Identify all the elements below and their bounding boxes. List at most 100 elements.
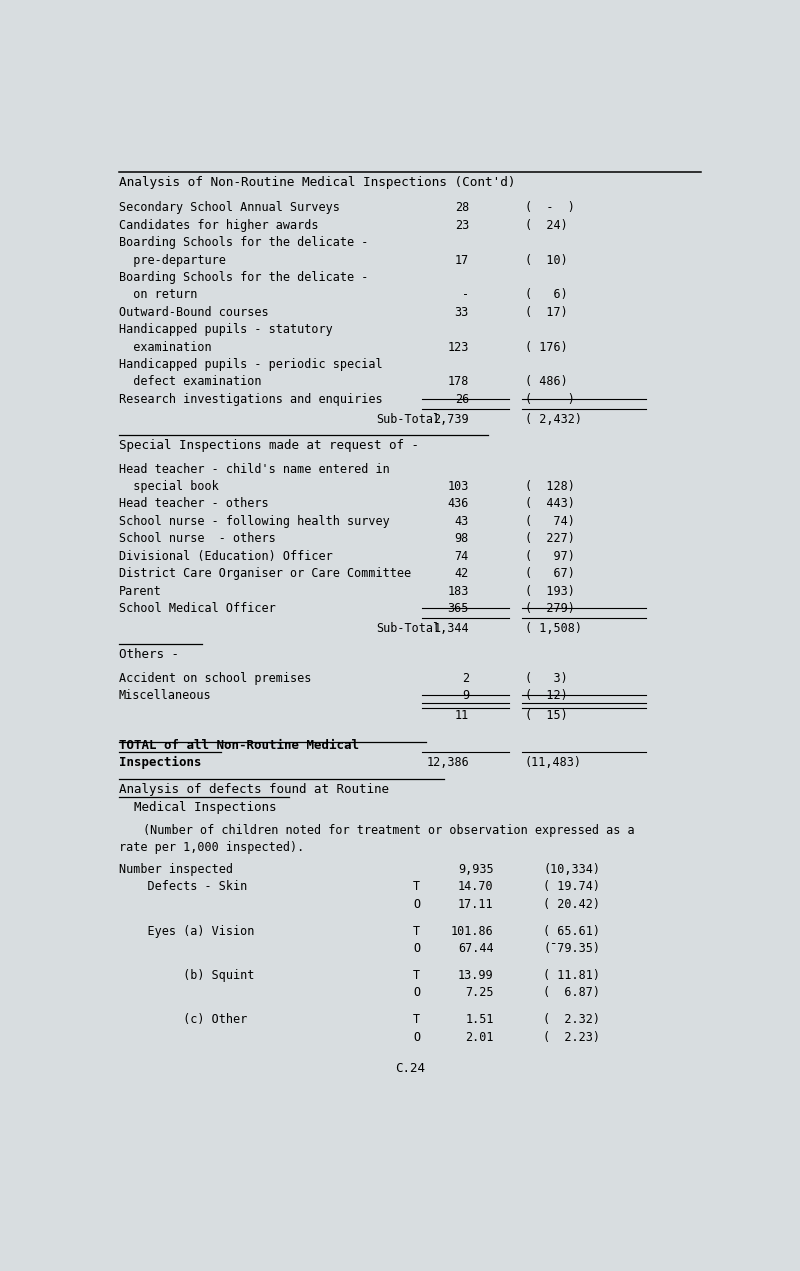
Text: Handicapped pupils - periodic special: Handicapped pupils - periodic special (118, 358, 382, 371)
Text: Candidates for higher awards: Candidates for higher awards (118, 219, 318, 231)
Text: Handicapped pupils - statutory: Handicapped pupils - statutory (118, 323, 332, 337)
Text: (  -  ): ( - ) (525, 393, 574, 405)
Text: O: O (413, 986, 420, 999)
Text: School nurse - following health survey: School nurse - following health survey (118, 515, 390, 527)
Text: O: O (413, 1031, 420, 1043)
Text: (  443): ( 443) (525, 497, 574, 511)
Text: T: T (413, 880, 420, 894)
Text: Boarding Schools for the delicate -: Boarding Schools for the delicate - (118, 236, 368, 249)
Text: 26: 26 (454, 393, 469, 405)
Text: (  279): ( 279) (525, 602, 574, 615)
Text: Inspections: Inspections (118, 756, 201, 769)
Text: 103: 103 (447, 480, 469, 493)
Text: (   67): ( 67) (525, 567, 574, 580)
Text: Parent: Parent (118, 585, 162, 597)
Text: T: T (413, 1013, 420, 1027)
Text: ( 2,432): ( 2,432) (525, 413, 582, 426)
Text: Outward-Bound courses: Outward-Bound courses (118, 306, 268, 319)
Text: (b) Squint: (b) Squint (118, 969, 254, 982)
Text: (  2.23): ( 2.23) (543, 1031, 600, 1043)
Text: 43: 43 (454, 515, 469, 527)
Text: (  193): ( 193) (525, 585, 574, 597)
Text: on return: on return (118, 289, 197, 301)
Text: 183: 183 (447, 585, 469, 597)
Text: ( 486): ( 486) (525, 375, 567, 389)
Text: O: O (413, 942, 420, 955)
Text: O: O (413, 897, 420, 910)
Text: Sub-Total: Sub-Total (376, 622, 440, 636)
Text: 2,739: 2,739 (434, 413, 469, 426)
Text: 2: 2 (462, 671, 469, 685)
Text: rate per 1,000 inspected).: rate per 1,000 inspected). (118, 841, 304, 854)
Text: 9,935: 9,935 (458, 863, 494, 876)
Text: Special Inspections made at request of -: Special Inspections made at request of - (118, 438, 418, 452)
Text: District Care Organiser or Care Committee: District Care Organiser or Care Committe… (118, 567, 410, 580)
Text: 17: 17 (454, 253, 469, 267)
Text: 42: 42 (454, 567, 469, 580)
Text: (  10): ( 10) (525, 253, 567, 267)
Text: (¯79.35): (¯79.35) (543, 942, 600, 955)
Text: 101.86: 101.86 (451, 924, 494, 938)
Text: Sub-Total: Sub-Total (376, 413, 440, 426)
Text: 28: 28 (454, 201, 469, 215)
Text: special book: special book (118, 480, 218, 493)
Text: C.24: C.24 (395, 1063, 425, 1075)
Text: (   6): ( 6) (525, 289, 567, 301)
Text: defect examination: defect examination (118, 375, 261, 389)
Text: 123: 123 (447, 341, 469, 353)
Text: 365: 365 (447, 602, 469, 615)
Text: (  6.87): ( 6.87) (543, 986, 600, 999)
Text: 14.70: 14.70 (458, 880, 494, 894)
Text: 33: 33 (454, 306, 469, 319)
Text: 436: 436 (447, 497, 469, 511)
Text: 74: 74 (454, 549, 469, 563)
Text: 12,386: 12,386 (426, 756, 469, 769)
Text: 17.11: 17.11 (458, 897, 494, 910)
Text: (   97): ( 97) (525, 549, 574, 563)
Text: 9: 9 (462, 689, 469, 702)
Text: (   74): ( 74) (525, 515, 574, 527)
Text: 1.51: 1.51 (466, 1013, 494, 1027)
Text: Number inspected: Number inspected (118, 863, 233, 876)
Text: ( 176): ( 176) (525, 341, 567, 353)
Text: Defects - Skin: Defects - Skin (118, 880, 247, 894)
Text: (  227): ( 227) (525, 533, 574, 545)
Text: examination: examination (118, 341, 211, 353)
Text: Research investigations and enquiries: Research investigations and enquiries (118, 393, 382, 405)
Text: T: T (413, 924, 420, 938)
Text: (  24): ( 24) (525, 219, 567, 231)
Text: (Number of children noted for treatment or observation expressed as a: (Number of children noted for treatment … (143, 824, 635, 836)
Text: 7.25: 7.25 (466, 986, 494, 999)
Text: ( 19.74): ( 19.74) (543, 880, 600, 894)
Text: 67.44: 67.44 (458, 942, 494, 955)
Text: (  128): ( 128) (525, 480, 574, 493)
Text: 178: 178 (447, 375, 469, 389)
Text: Eyes (a) Vision: Eyes (a) Vision (118, 924, 254, 938)
Text: (   3): ( 3) (525, 671, 567, 685)
Text: ( 20.42): ( 20.42) (543, 897, 600, 910)
Text: Others -: Others - (118, 648, 178, 661)
Text: (  15): ( 15) (525, 709, 567, 722)
Text: Head teacher - others: Head teacher - others (118, 497, 268, 511)
Text: Secondary School Annual Surveys: Secondary School Annual Surveys (118, 201, 339, 215)
Text: (11,483): (11,483) (525, 756, 582, 769)
Text: Medical Inspections: Medical Inspections (118, 801, 276, 813)
Text: Boarding Schools for the delicate -: Boarding Schools for the delicate - (118, 271, 368, 283)
Text: ( 1,508): ( 1,508) (525, 622, 582, 636)
Text: Miscellaneous: Miscellaneous (118, 689, 211, 702)
Text: (  2.32): ( 2.32) (543, 1013, 600, 1027)
Text: School Medical Officer: School Medical Officer (118, 602, 275, 615)
Text: (  12): ( 12) (525, 689, 567, 702)
Text: (10,334): (10,334) (543, 863, 600, 876)
Text: Analysis of defects found at Routine: Analysis of defects found at Routine (118, 783, 389, 796)
Text: Head teacher - child's name entered in: Head teacher - child's name entered in (118, 463, 390, 475)
Text: 1,344: 1,344 (434, 622, 469, 636)
Text: Divisional (Education) Officer: Divisional (Education) Officer (118, 549, 332, 563)
Text: Analysis of Non-Routine Medical Inspections (Cont'd): Analysis of Non-Routine Medical Inspecti… (118, 175, 515, 189)
Text: 23: 23 (454, 219, 469, 231)
Text: (  -  ): ( - ) (525, 201, 574, 215)
Text: T: T (413, 969, 420, 982)
Text: pre-departure: pre-departure (118, 253, 226, 267)
Text: (  17): ( 17) (525, 306, 567, 319)
Text: 11: 11 (454, 709, 469, 722)
